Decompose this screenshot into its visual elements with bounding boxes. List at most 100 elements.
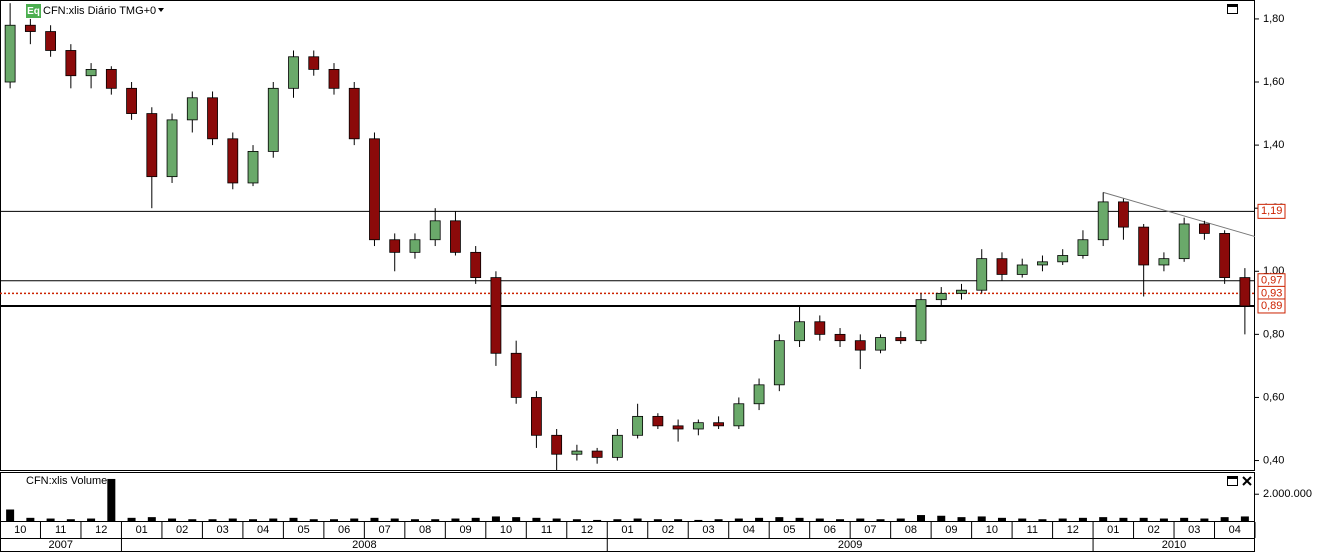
month-label: 02: [662, 524, 674, 536]
maximize-button[interactable]: [1227, 476, 1238, 486]
candle-body: [1158, 258, 1170, 266]
close-button[interactable]: [1242, 476, 1252, 486]
volume-bar: [228, 518, 237, 522]
candle-body: [1118, 201, 1129, 228]
candle-body: [1097, 201, 1109, 241]
month-label: 07: [378, 524, 390, 536]
candle-body: [45, 31, 57, 51]
candle-body: [24, 24, 36, 32]
volume-bar: [997, 517, 1006, 522]
candle-body: [895, 337, 907, 342]
chart-title[interactable]: CFN:xlis Diário TMG+0: [43, 5, 156, 17]
volume-bar: [289, 517, 298, 522]
volume-bar: [1099, 517, 1108, 522]
volume-bar: [552, 518, 561, 522]
month-label: 02: [1148, 524, 1160, 536]
time-axis: [0, 521, 1255, 552]
candle-body: [733, 403, 745, 427]
candle-body: [713, 422, 724, 427]
y-tick-label: 0,80: [1263, 328, 1284, 340]
candle-body: [510, 352, 522, 398]
candle-body: [794, 321, 805, 342]
maximize-button[interactable]: [1227, 4, 1238, 14]
volume-bar: [350, 518, 359, 522]
volume-bar: [471, 517, 480, 522]
volume-bar: [532, 517, 541, 522]
dropdown-arrow[interactable]: [158, 8, 164, 12]
trendline: [1103, 191, 1256, 238]
month-label: 11: [541, 524, 552, 536]
volume-bar: [653, 519, 662, 522]
volume-bar: [46, 518, 55, 522]
volume-bar: [734, 518, 743, 522]
candle-body: [875, 337, 886, 351]
volume-bar: [1018, 518, 1027, 522]
month-label: 01: [136, 524, 148, 536]
month-label: 09: [459, 524, 471, 536]
volume-bar: [674, 519, 683, 522]
candle-body: [571, 450, 583, 455]
volume-bar: [66, 519, 75, 522]
month-label: 08: [419, 524, 431, 536]
candle-body: [611, 434, 623, 458]
month-label: 11: [1027, 524, 1038, 536]
candle-body: [1077, 239, 1089, 256]
volume-bar: [451, 518, 460, 522]
candle-body: [267, 87, 279, 152]
month-label: 05: [783, 524, 795, 536]
candle-body: [935, 292, 947, 301]
candle-body: [126, 87, 137, 114]
candle-body: [1198, 223, 1210, 234]
candle-body: [1057, 255, 1069, 263]
candle-body: [915, 299, 927, 342]
month-label: 03: [702, 524, 714, 536]
volume-bar: [390, 518, 399, 522]
month-label: 12: [95, 524, 107, 536]
month-label: 04: [743, 524, 755, 536]
month-label: 11: [55, 524, 66, 536]
volume-bar: [370, 517, 379, 522]
candle-body: [956, 289, 967, 294]
volume-bar: [1038, 519, 1047, 522]
y-tick-label: 1,60: [1263, 76, 1284, 88]
volume-bar: [168, 518, 177, 522]
month-label: 07: [864, 524, 876, 536]
candle-body: [551, 434, 563, 455]
candle-body: [1138, 226, 1150, 266]
icon[interactable]: [26, 4, 41, 18]
icon-label[interactable]: Eq: [27, 6, 40, 17]
month-label: 12: [1067, 524, 1079, 536]
month-label: 10: [14, 524, 26, 536]
volume-bar: [1139, 517, 1148, 522]
year-label: 2008: [352, 539, 376, 551]
volume-bar: [147, 517, 156, 522]
candle-body: [591, 450, 603, 458]
volume-bar: [1240, 516, 1249, 522]
candle-body: [166, 119, 178, 178]
volume-bar: [512, 517, 521, 522]
level-label: 0,97: [1261, 275, 1282, 287]
volume-bar: [87, 518, 96, 522]
candle-body: [389, 239, 401, 253]
volume-bar: [633, 518, 642, 522]
candle-body: [207, 97, 218, 140]
volume-bar: [876, 519, 885, 522]
candle-body: [105, 68, 117, 89]
month-label: 05: [298, 524, 310, 536]
candle-body: [146, 113, 158, 178]
month-label: 01: [621, 524, 633, 536]
candle-body: [854, 340, 866, 351]
y-tick-label: 1,80: [1263, 13, 1284, 25]
volume-bar: [1220, 517, 1229, 522]
volume-bar: [694, 519, 703, 522]
month-label: 03: [217, 524, 229, 536]
volume-bar: [1119, 517, 1128, 522]
candle-body: [531, 397, 542, 436]
volume-bar: [856, 518, 865, 522]
volume-bar: [329, 519, 338, 522]
candle-body: [976, 258, 988, 291]
level-label-box: [1257, 203, 1286, 219]
candle-body: [247, 151, 259, 184]
candle-body: [1016, 264, 1028, 275]
